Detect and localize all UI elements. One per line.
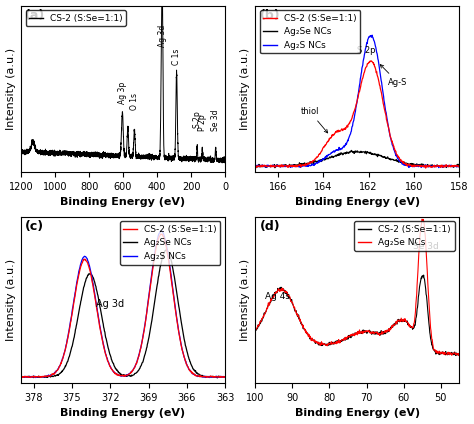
- Legend: CS-2 (S:Se=1:1), Ag₂Se NCs, Ag₂S NCs: CS-2 (S:Se=1:1), Ag₂Se NCs, Ag₂S NCs: [260, 10, 360, 53]
- Text: Se 3d: Se 3d: [413, 242, 439, 251]
- Text: (d): (d): [259, 220, 280, 233]
- Text: O 1s: O 1s: [130, 93, 139, 110]
- Text: Ag 3p: Ag 3p: [118, 82, 127, 104]
- Text: Ag 3d: Ag 3d: [158, 25, 167, 47]
- X-axis label: Binding Energy (eV): Binding Energy (eV): [295, 197, 420, 207]
- X-axis label: Binding Energy (eV): Binding Energy (eV): [295, 408, 420, 418]
- X-axis label: Binding Energy (eV): Binding Energy (eV): [61, 197, 186, 207]
- Text: Ag-S: Ag-S: [380, 64, 408, 87]
- Text: S 2p: S 2p: [357, 46, 376, 55]
- Text: (b): (b): [259, 9, 280, 22]
- Text: Ag 4s: Ag 4s: [265, 292, 290, 301]
- X-axis label: Binding Energy (eV): Binding Energy (eV): [61, 408, 186, 418]
- Text: Ag 3d: Ag 3d: [96, 299, 124, 309]
- Y-axis label: Intensity (a.u.): Intensity (a.u.): [240, 47, 250, 130]
- Legend: CS-2 (S:Se=1:1), Ag₂Se NCs, Ag₂S NCs: CS-2 (S:Se=1:1), Ag₂Se NCs, Ag₂S NCs: [120, 221, 220, 265]
- Text: (c): (c): [25, 220, 44, 233]
- Text: thiol: thiol: [301, 107, 328, 133]
- Text: S 2p: S 2p: [192, 112, 201, 128]
- Legend: CS-2 (S:Se=1:1): CS-2 (S:Se=1:1): [26, 10, 126, 26]
- Y-axis label: Intensity (a.u.): Intensity (a.u.): [240, 259, 250, 341]
- Y-axis label: Intensity (a.u.): Intensity (a.u.): [6, 259, 16, 341]
- Legend: CS-2 (S:Se=1:1), Ag₂Se NCs: CS-2 (S:Se=1:1), Ag₂Se NCs: [354, 221, 455, 251]
- Text: (a): (a): [25, 9, 46, 22]
- Y-axis label: Intensity (a.u.): Intensity (a.u.): [6, 47, 16, 130]
- Text: P 2p: P 2p: [198, 115, 207, 131]
- Text: C 1s: C 1s: [172, 48, 181, 65]
- Text: Se 3d: Se 3d: [211, 110, 220, 131]
